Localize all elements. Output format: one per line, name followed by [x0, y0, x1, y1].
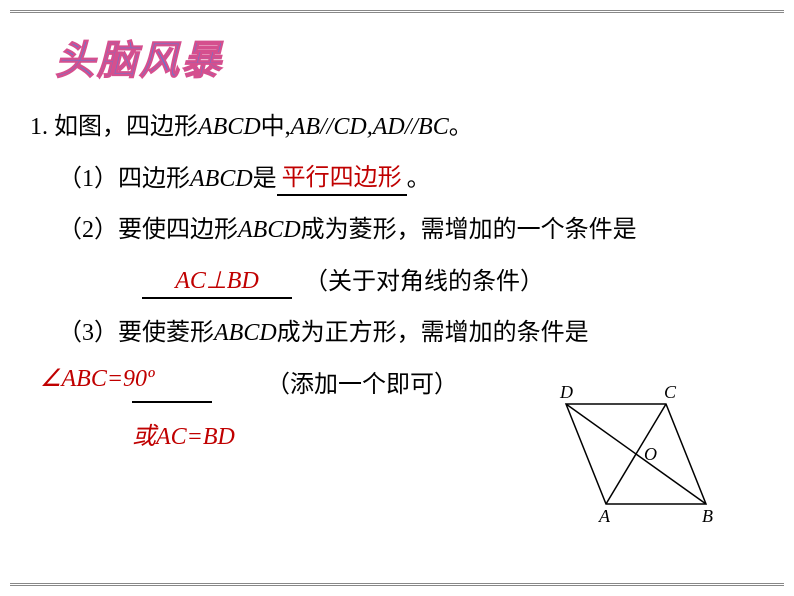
par2: // [405, 114, 418, 140]
q1-mid: 是 [253, 166, 277, 192]
rhombus-figure: D C A B O [536, 394, 736, 544]
ab: AB [291, 114, 320, 140]
q3-suffix: 成为正方形，需增加的条件是 [277, 320, 589, 346]
abcd: ABCD [198, 114, 261, 140]
q3-paren: （添加一个即可） [266, 372, 458, 398]
q1-answer: 平行四边形 [282, 165, 402, 191]
cd: CD [333, 114, 366, 140]
label-b: B [702, 506, 713, 527]
q2-line1: （2）要使四边形ABCD成为菱形，需增加的一个条件是 [30, 208, 764, 254]
label-a: A [599, 506, 610, 527]
label-o: O [644, 444, 657, 465]
q1-suffix: 。 [407, 166, 431, 192]
ad: AD [373, 114, 405, 140]
stem-line: 1. 如图，四边形ABCD中,AB//CD,AD//BC。 [30, 105, 764, 151]
stem-prefix: 1. 如图，四边形 [30, 114, 198, 140]
q2-answer: AC⊥BD [175, 268, 259, 294]
q1-prefix: （1）四边形 [58, 166, 190, 192]
slide-title: 头脑风暴 [55, 28, 223, 86]
diag-ac [606, 404, 666, 504]
q3-prefix: （3）要使菱形 [58, 320, 214, 346]
stem-mid: 中, [261, 114, 291, 140]
q3-answer2: 或AC=BD [132, 424, 235, 450]
par1: // [320, 114, 333, 140]
q2-prefix: （2）要使四边形 [58, 217, 238, 243]
bc: BC [418, 114, 449, 140]
q1-line: （1）四边形ABCD是平行四边形。 [30, 157, 764, 203]
q3-answer1: ∠ABC=90º [40, 357, 154, 403]
q2-abcd: ABCD [238, 217, 301, 243]
q3-line1: （3）要使菱形ABCD成为正方形，需增加的条件是 [30, 311, 764, 357]
label-c: C [664, 382, 676, 403]
q3-abcd: ABCD [214, 320, 277, 346]
label-d: D [560, 382, 573, 403]
q2-paren: （关于对角线的条件） [304, 269, 544, 295]
q2-suffix: 成为菱形，需增加的一个条件是 [301, 217, 637, 243]
stem-suffix: 。 [449, 114, 473, 140]
q2-line2: AC⊥BD （关于对角线的条件） [30, 260, 764, 306]
q2-blank: AC⊥BD [142, 271, 292, 299]
q1-abcd: ABCD [190, 166, 253, 192]
q1-blank: 平行四边形 [277, 168, 407, 196]
